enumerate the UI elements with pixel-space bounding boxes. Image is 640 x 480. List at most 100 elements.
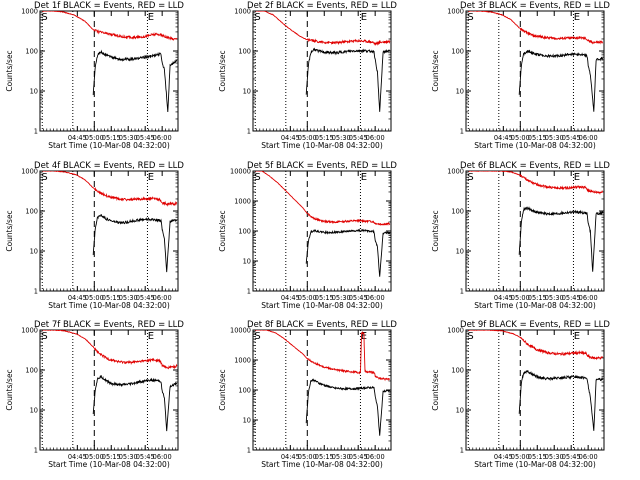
y-tick-label: 1: [34, 128, 38, 136]
x-axis-label: Start Time (10-Mar-08 04:32:00): [474, 301, 596, 310]
y-tick-label: 10: [456, 88, 464, 96]
y-tick-label: 1: [460, 288, 464, 296]
y-axis-label: Counts/sec: [431, 369, 440, 410]
marker-s: S: [41, 172, 47, 183]
x-tick-label: 05:45: [349, 294, 368, 302]
y-tick-label: 1: [34, 288, 38, 296]
x-tick-label: 05:00: [511, 453, 530, 461]
lld-series-line: [41, 11, 178, 41]
plot-frame: [252, 10, 392, 132]
y-tick-label: 1000: [234, 357, 251, 365]
x-tick-label: 05:15: [102, 294, 121, 302]
marker-s: S: [254, 331, 260, 342]
marker-s: S: [254, 12, 260, 23]
y-tick-label: 100: [451, 208, 464, 216]
events-series-line: [518, 206, 604, 272]
x-tick-label: 05:45: [562, 294, 581, 302]
y-tick-label: 10: [243, 88, 251, 96]
x-tick-label: 05:00: [85, 453, 104, 461]
x-tick-label: 05:00: [511, 294, 530, 302]
marker-s: S: [467, 331, 473, 342]
x-axis-label: Start Time (10-Mar-08 04:32:00): [261, 141, 383, 150]
y-tick-label: 100: [25, 48, 38, 56]
y-tick-label: 1000: [234, 8, 251, 16]
x-tick-label: 05:45: [136, 453, 155, 461]
events-series-line: [92, 49, 178, 113]
events-series-line: [305, 378, 390, 436]
x-tick-label: 05:30: [545, 294, 564, 302]
x-tick-label: 04:45: [68, 294, 87, 302]
x-axis-label: Start Time (10-Mar-08 04:32:00): [474, 460, 596, 469]
lld-series-line: [254, 330, 391, 382]
x-tick-label: 04:45: [281, 134, 300, 142]
y-tick-label: 1000: [447, 168, 464, 176]
x-tick-label: 05:00: [298, 294, 317, 302]
y-tick-label: 10: [30, 88, 38, 96]
x-tick-label: 05:45: [136, 294, 155, 302]
y-axis-label: Counts/sec: [218, 210, 227, 251]
lld-series-line: [255, 11, 391, 47]
y-tick-label: 1: [247, 288, 251, 296]
marker-s: S: [41, 12, 47, 23]
y-axis-label: Counts/sec: [218, 369, 227, 410]
x-tick-label: 06:00: [366, 134, 385, 142]
lld-series-line: [468, 330, 604, 361]
panel-title: Det 4f BLACK = Events, RED = LLD: [34, 161, 184, 171]
x-axis-label: Start Time (10-Mar-08 04:32:00): [261, 460, 383, 469]
x-tick-label: 05:45: [349, 134, 368, 142]
marker-e: E: [574, 172, 580, 183]
x-tick-label: 05:15: [528, 134, 547, 142]
x-tick-label: 05:00: [298, 453, 317, 461]
y-tick-label: 10: [456, 248, 464, 256]
x-tick-label: 05:15: [315, 134, 334, 142]
marker-s: S: [467, 172, 473, 183]
panel-title: Det 5f BLACK = Events, RED = LLD: [247, 161, 397, 171]
y-tick-label: 100: [451, 367, 464, 375]
x-tick-label: 05:30: [332, 134, 351, 142]
x-axis-label: Start Time (10-Mar-08 04:32:00): [474, 141, 596, 150]
x-tick-label: 05:30: [545, 134, 564, 142]
x-tick-label: 04:45: [281, 453, 300, 461]
x-axis-label: Start Time (10-Mar-08 04:32:00): [48, 460, 170, 469]
y-tick-label: 10000: [230, 327, 251, 335]
detector-panel-9: Det 9f BLACK = Events, RED = LLD 1 10 100 10…: [431, 320, 610, 469]
plot-frame: [465, 10, 605, 132]
x-tick-label: 05:30: [332, 453, 351, 461]
x-tick-label: 05:45: [136, 134, 155, 142]
marker-e: E: [361, 172, 367, 183]
y-axis-label: Counts/sec: [218, 50, 227, 91]
y-tick-label: 10: [456, 407, 464, 415]
x-tick-label: 05:00: [298, 134, 317, 142]
x-tick-label: 05:15: [528, 453, 547, 461]
panel-title: Det 6f BLACK = Events, RED = LLD: [460, 161, 610, 171]
panel-title: Det 9f BLACK = Events, RED = LLD: [460, 320, 610, 330]
panel-title: Det 7f BLACK = Events, RED = LLD: [34, 320, 184, 330]
y-tick-label: 100: [25, 208, 38, 216]
y-tick-label: 1000: [234, 198, 251, 206]
x-tick-label: 05:15: [102, 453, 121, 461]
x-tick-label: 06:00: [579, 134, 598, 142]
events-series-line: [518, 49, 603, 112]
x-tick-label: 06:00: [153, 453, 172, 461]
y-tick-label: 1000: [447, 8, 464, 16]
x-tick-label: 04:45: [494, 453, 513, 461]
y-axis-label: Counts/sec: [5, 369, 14, 410]
x-tick-label: 06:00: [153, 134, 172, 142]
y-tick-label: 1: [247, 128, 251, 136]
x-tick-label: 04:45: [281, 294, 300, 302]
y-tick-label: 100: [238, 48, 251, 56]
x-tick-label: 04:45: [494, 134, 513, 142]
y-tick-label: 1000: [21, 8, 38, 16]
x-tick-label: 05:30: [332, 294, 351, 302]
x-tick-label: 06:00: [366, 453, 385, 461]
y-tick-label: 1: [34, 447, 38, 455]
y-tick-label: 1: [247, 447, 251, 455]
y-tick-label: 1000: [21, 327, 38, 335]
lld-series-line: [255, 171, 391, 226]
y-tick-label: 10: [243, 417, 251, 425]
x-tick-label: 06:00: [579, 294, 598, 302]
plot-frame: [39, 170, 179, 292]
x-tick-label: 06:00: [579, 453, 598, 461]
marker-e: E: [361, 12, 367, 23]
